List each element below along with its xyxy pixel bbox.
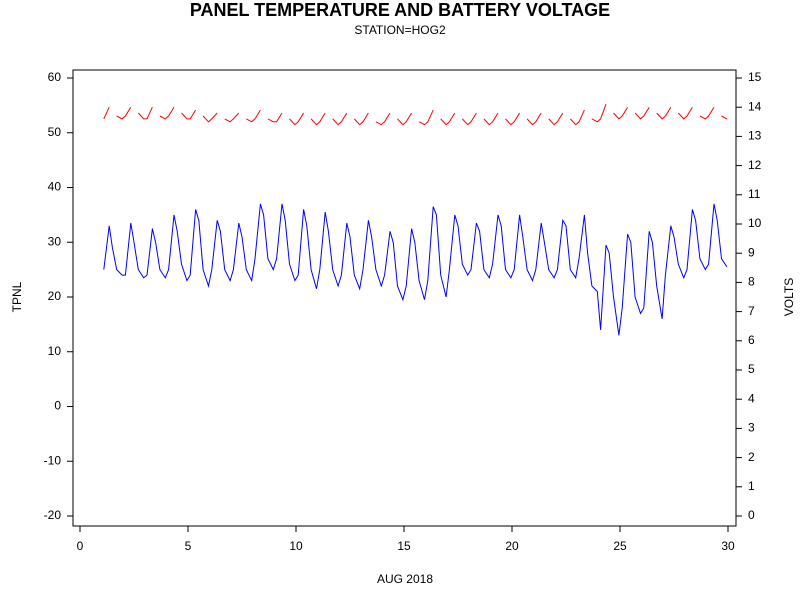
y2-tick-label: 7 [748,304,755,318]
y-tick-label: 30 [48,234,62,248]
y2-tick-label: 8 [748,275,755,289]
y-tick-label: -20 [44,508,62,522]
x-tick-label: 10 [289,539,303,553]
x-tick-label: 15 [397,539,411,553]
y-tick-label: 40 [48,180,62,194]
y-tick-label: 10 [48,344,62,358]
plot-frame [72,69,737,527]
y-tick-label: -10 [44,453,62,467]
data-line [103,203,728,336]
x-tick-label: 20 [505,539,519,553]
x-tick-label: 30 [721,539,735,553]
y-tick-label: 50 [48,125,62,139]
x-tick-label: 25 [613,539,627,553]
x-tick-label: 0 [77,539,84,553]
y2-tick-label: 14 [748,99,762,113]
y2-tick-label: 3 [748,421,755,435]
y2-tick-label: 10 [748,216,762,230]
y2-tick-label: 11 [748,187,761,201]
y-tick-label: 0 [54,399,61,413]
x-tick-label: 5 [185,539,192,553]
y2-tick-label: 15 [748,70,762,84]
y2-tick-label: 9 [748,245,755,259]
x-axis-label: AUG 2018 [377,572,433,586]
y2-tick-label: 4 [748,391,755,405]
y2-tick-label: 1 [748,479,755,493]
y2-tick-label: 13 [748,129,762,143]
data-line [103,104,728,126]
y2-tick-label: 2 [748,450,755,464]
y-tick-label: 20 [48,289,62,303]
y-axis-label: TPNL [10,281,24,312]
chart-title: PANEL TEMPERATURE AND BATTERY VOLTAGE [190,0,610,20]
chart-subtitle: STATION=HOG2 [354,23,446,37]
y2-axis-label: VOLTS [782,278,796,316]
y2-tick-label: 12 [748,158,762,172]
y2-tick-label: 5 [748,362,755,376]
y2-tick-label: 0 [748,508,755,522]
y2-tick-label: 6 [748,333,755,347]
y-tick-label: 60 [48,70,62,84]
